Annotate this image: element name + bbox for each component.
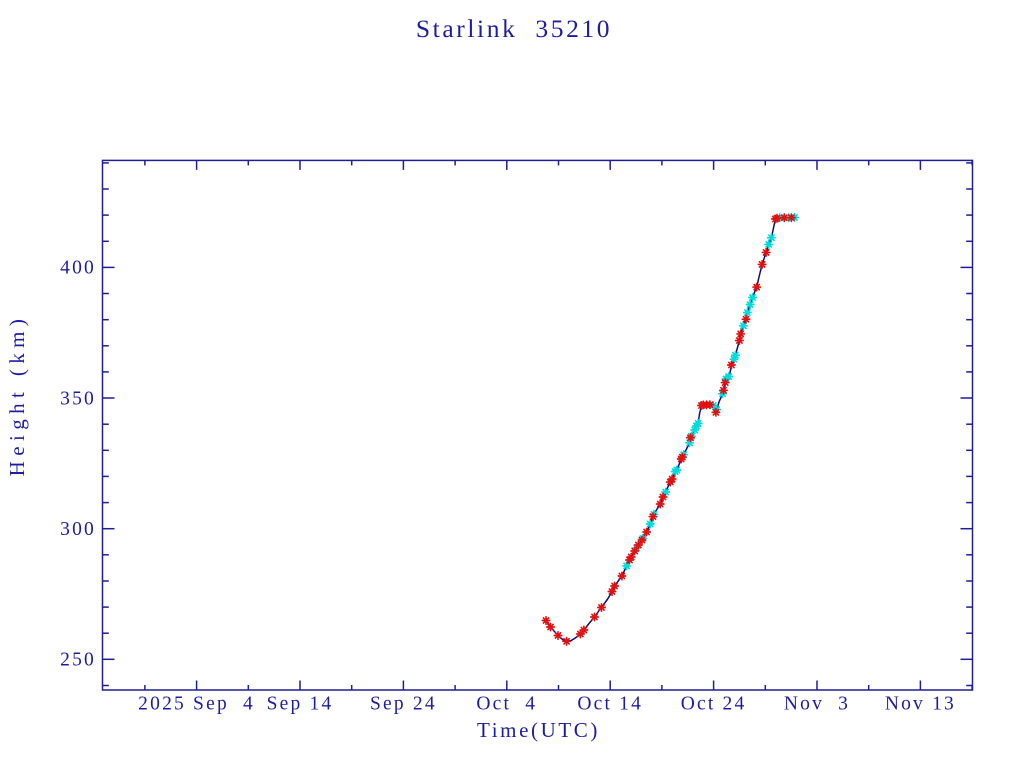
svg-text:Sep 14: Sep 14 <box>267 694 334 715</box>
svg-text:Oct 24: Oct 24 <box>681 694 747 715</box>
svg-text:Height (km): Height (km) <box>5 314 29 477</box>
svg-text:250: 250 <box>60 650 96 671</box>
svg-text:Nov 13: Nov 13 <box>885 694 956 715</box>
svg-text:400: 400 <box>60 258 96 279</box>
svg-text:300: 300 <box>60 519 96 540</box>
svg-text:Time(UTC): Time(UTC) <box>477 718 600 742</box>
svg-text:Starlink 35210: Starlink 35210 <box>416 14 612 43</box>
svg-text:Nov 3: Nov 3 <box>784 694 850 715</box>
svg-text:Oct 4: Oct 4 <box>476 694 537 715</box>
svg-text:2025 Sep 4: 2025 Sep 4 <box>138 694 255 715</box>
svg-text:Oct 14: Oct 14 <box>577 694 643 715</box>
svg-text:350: 350 <box>60 388 96 409</box>
svg-text:Sep 24: Sep 24 <box>370 694 437 715</box>
